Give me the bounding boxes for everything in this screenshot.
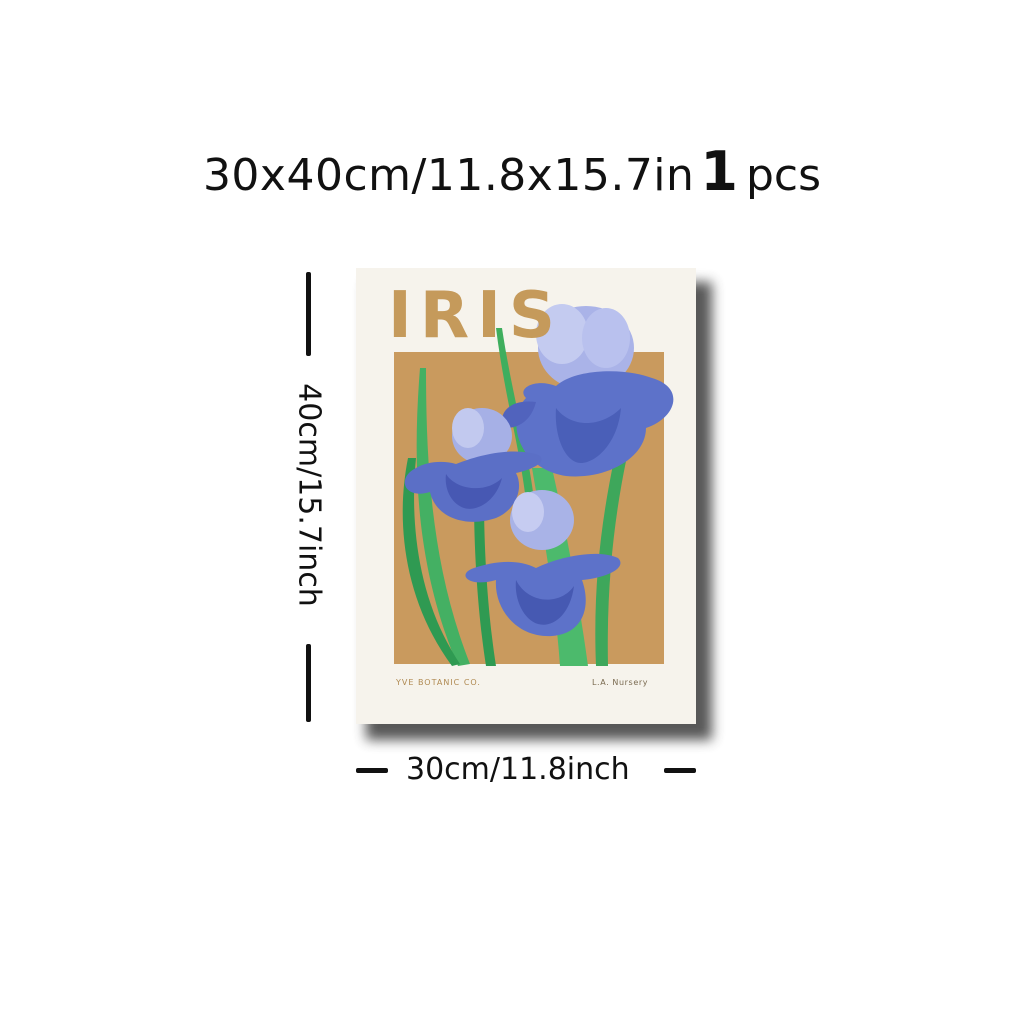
quantity-unit: pcs: [746, 150, 822, 201]
width-dimension-line-right: [664, 768, 696, 773]
large-iris-flower: [502, 304, 674, 477]
iris-poster: IRIS YVE BOTANIC CO. L.A. Nursery: [356, 268, 696, 724]
center-iris-flower: [465, 490, 621, 637]
left-iris-flower: [404, 408, 542, 522]
product-size-header: 30x40cm/11.8x15.7in 1 pcs: [0, 140, 1024, 203]
height-dimension-line-bottom: [306, 644, 311, 722]
poster-location: L.A. Nursery: [592, 678, 649, 687]
height-dimension-label: 40cm/15.7inch: [291, 383, 327, 607]
size-spec-text: 30x40cm/11.8x15.7in: [202, 150, 695, 201]
quantity-number: 1: [700, 140, 738, 203]
poster-title: IRIS: [388, 279, 563, 353]
width-dimension-line-left: [356, 768, 388, 773]
iris-flowers-illustration: [394, 304, 674, 666]
height-dimension-line-top: [306, 272, 311, 356]
width-dimension-label: 30cm/11.8inch: [406, 752, 630, 787]
poster-brand: YVE BOTANIC CO.: [396, 678, 481, 687]
